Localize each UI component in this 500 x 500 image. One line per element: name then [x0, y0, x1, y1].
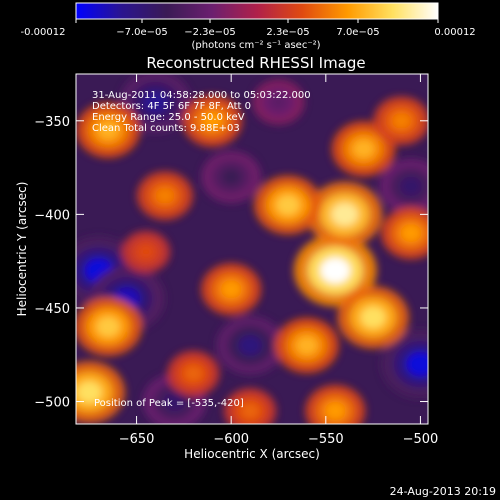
header-energy-range: Energy Range: 25.0 - 50.0 keV: [92, 112, 245, 123]
hotspot-5-layer-3: [352, 139, 375, 159]
y-axis-label: Heliocentric Y (arcsec): [15, 182, 29, 317]
colorbar-tick-label-6: 0.00012: [434, 27, 475, 38]
hotspot-2-layer-3: [331, 202, 359, 227]
y-tick-label-1: −350: [34, 115, 70, 130]
hotspot-6-layer-3: [295, 335, 318, 356]
heatmap-area: [76, 74, 428, 424]
plot-frame: [75, 73, 429, 425]
hotspot-8-layer-3: [155, 187, 175, 204]
colorbar-ticks: [75, 19, 439, 23]
coldspot-4-layer-3: [238, 335, 262, 356]
hotspot-1-layer-3: [320, 257, 351, 284]
x-tick-label-3: −550: [308, 432, 344, 447]
hotspot-10-layer-3: [76, 381, 102, 404]
coldspot-1-layer-3: [142, 91, 169, 114]
colorbar-tick-label-5: 7.0e−05: [336, 27, 379, 38]
coldspot-6-layer-3: [406, 351, 428, 377]
colorbar-tick-label-4: 2.3e−05: [266, 27, 309, 38]
axes: −650 −600 −550 −500 −350 −400 −450 −500: [34, 74, 438, 447]
hotspot-12-layer-3: [220, 280, 242, 299]
coldspot-8-layer-3: [163, 391, 186, 412]
coldspot-9-layer-3: [269, 94, 288, 110]
y-tick-label-2: −400: [34, 208, 70, 223]
x-tick-label-2: −600: [213, 432, 249, 447]
x-axis-label: Heliocentric X (arcsec): [184, 447, 320, 461]
hotspot-14-layer-3: [241, 403, 259, 419]
hotspot-4-layer-3: [360, 306, 386, 329]
colorbar: [75, 2, 439, 20]
colorbar-tick-label-3: −2.3e−05: [184, 27, 236, 38]
coldspot-7-layer-3: [399, 176, 423, 196]
hotspot-16-layer-3: [391, 112, 412, 130]
x-tick-label-4: −500: [403, 432, 439, 447]
x-tick-label-1: −650: [119, 432, 155, 447]
hotspot-11-layer-3: [201, 111, 223, 130]
colorbar-unit-label: (photons cm⁻² s⁻¹ asec⁻²): [191, 40, 320, 51]
chart-title: Reconstructed RHESSI Image: [146, 54, 365, 72]
y-tick-label-3: −450: [34, 302, 70, 317]
peak-position-label: Position of Peak = [-535,-420]: [94, 398, 244, 409]
colorbar-tick-label-2: −7.0e−05: [116, 27, 168, 38]
hotspot-9-layer-3: [96, 316, 121, 338]
header-time-range: 31-Aug-2011 04:58:28.000 to 05:03:22.000: [92, 90, 311, 101]
header-clean-counts: Clean Total counts: 9.88E+03: [92, 123, 240, 134]
hotspot-13-layer-3: [184, 365, 203, 382]
y-tick-label-4: −500: [34, 396, 70, 411]
hotspot-17-layer-3: [324, 401, 346, 420]
hotspot-7-layer-3: [97, 120, 120, 140]
colorbar-tick-label-1: -0.00012: [21, 27, 66, 38]
header-detectors: Detectors: 4F 5F 6F 7F 8F, Att 0: [92, 101, 251, 112]
hotspot-15-layer-3: [400, 224, 422, 243]
footer-date: 24-Aug-2013 20:19: [390, 485, 496, 498]
hotspot-18-layer-3: [137, 244, 155, 259]
hotspot-3-layer-3: [276, 194, 300, 216]
coldspot-5-layer-3: [220, 167, 242, 186]
heatmap-blobs: [76, 74, 428, 424]
